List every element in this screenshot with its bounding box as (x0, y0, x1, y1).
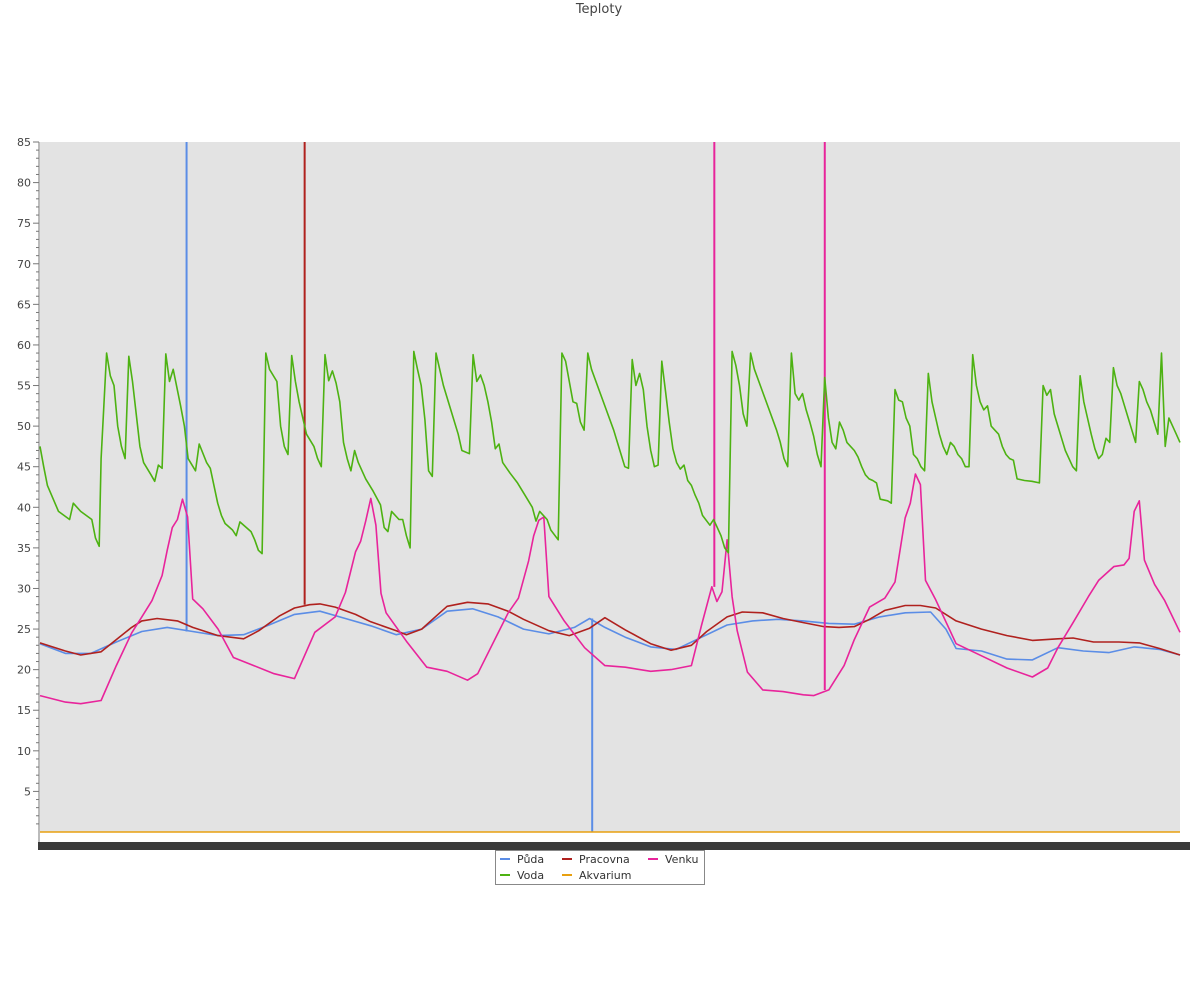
y-tick-label: 35 (17, 542, 31, 555)
legend-label: Půda (517, 853, 545, 866)
x-axis-tick-band (38, 842, 1190, 850)
y-tick-label: 45 (17, 461, 31, 474)
y-tick-label: 30 (17, 582, 31, 595)
y-tick-label: 40 (17, 501, 31, 514)
legend-item: Venku (648, 853, 698, 867)
series-line-2 (39, 473, 1181, 705)
legend: Půda Pracovna Venku Voda Akvarium (495, 850, 705, 885)
y-tick-label: 65 (17, 298, 31, 311)
y-tick-label: 55 (17, 380, 31, 393)
x-axis (38, 842, 1190, 850)
y-tick-label: 50 (17, 420, 31, 433)
y-tick-label: 85 (17, 136, 31, 149)
series-line-3 (39, 350, 1181, 555)
legend-item: Půda (500, 853, 544, 867)
y-tick-label: 25 (17, 623, 31, 636)
legend-item: Akvarium (562, 869, 631, 883)
series-line-0 (39, 608, 1181, 661)
legend-swatch (648, 858, 658, 860)
y-tick-label: 20 (17, 664, 31, 677)
y-tick-label: 5 (24, 785, 31, 798)
y-tick-label: 75 (17, 217, 31, 230)
y-tick-label: 80 (17, 177, 31, 190)
legend-label: Venku (665, 853, 699, 866)
legend-label: Pracovna (579, 853, 630, 866)
legend-swatch (562, 874, 572, 876)
y-tick-label: 15 (17, 704, 31, 717)
y-tick-label: 10 (17, 745, 31, 758)
y-tick-label: 60 (17, 339, 31, 352)
plot-area (39, 142, 1181, 833)
legend-item: Voda (500, 869, 544, 883)
legend-label: Voda (517, 869, 545, 882)
legend-label: Akvarium (579, 869, 632, 882)
legend-swatch (500, 858, 510, 860)
legend-item: Pracovna (562, 853, 630, 867)
chart-title: Teploty (575, 2, 623, 17)
y-axis: 5 10 15 20 25 30 35 40 45 50 55 60 65 70 75 80 85 (17, 136, 40, 842)
legend-swatch (500, 874, 510, 876)
y-tick-label: 70 (17, 258, 31, 271)
plot-background (40, 142, 1180, 832)
legend-swatch (562, 858, 572, 860)
